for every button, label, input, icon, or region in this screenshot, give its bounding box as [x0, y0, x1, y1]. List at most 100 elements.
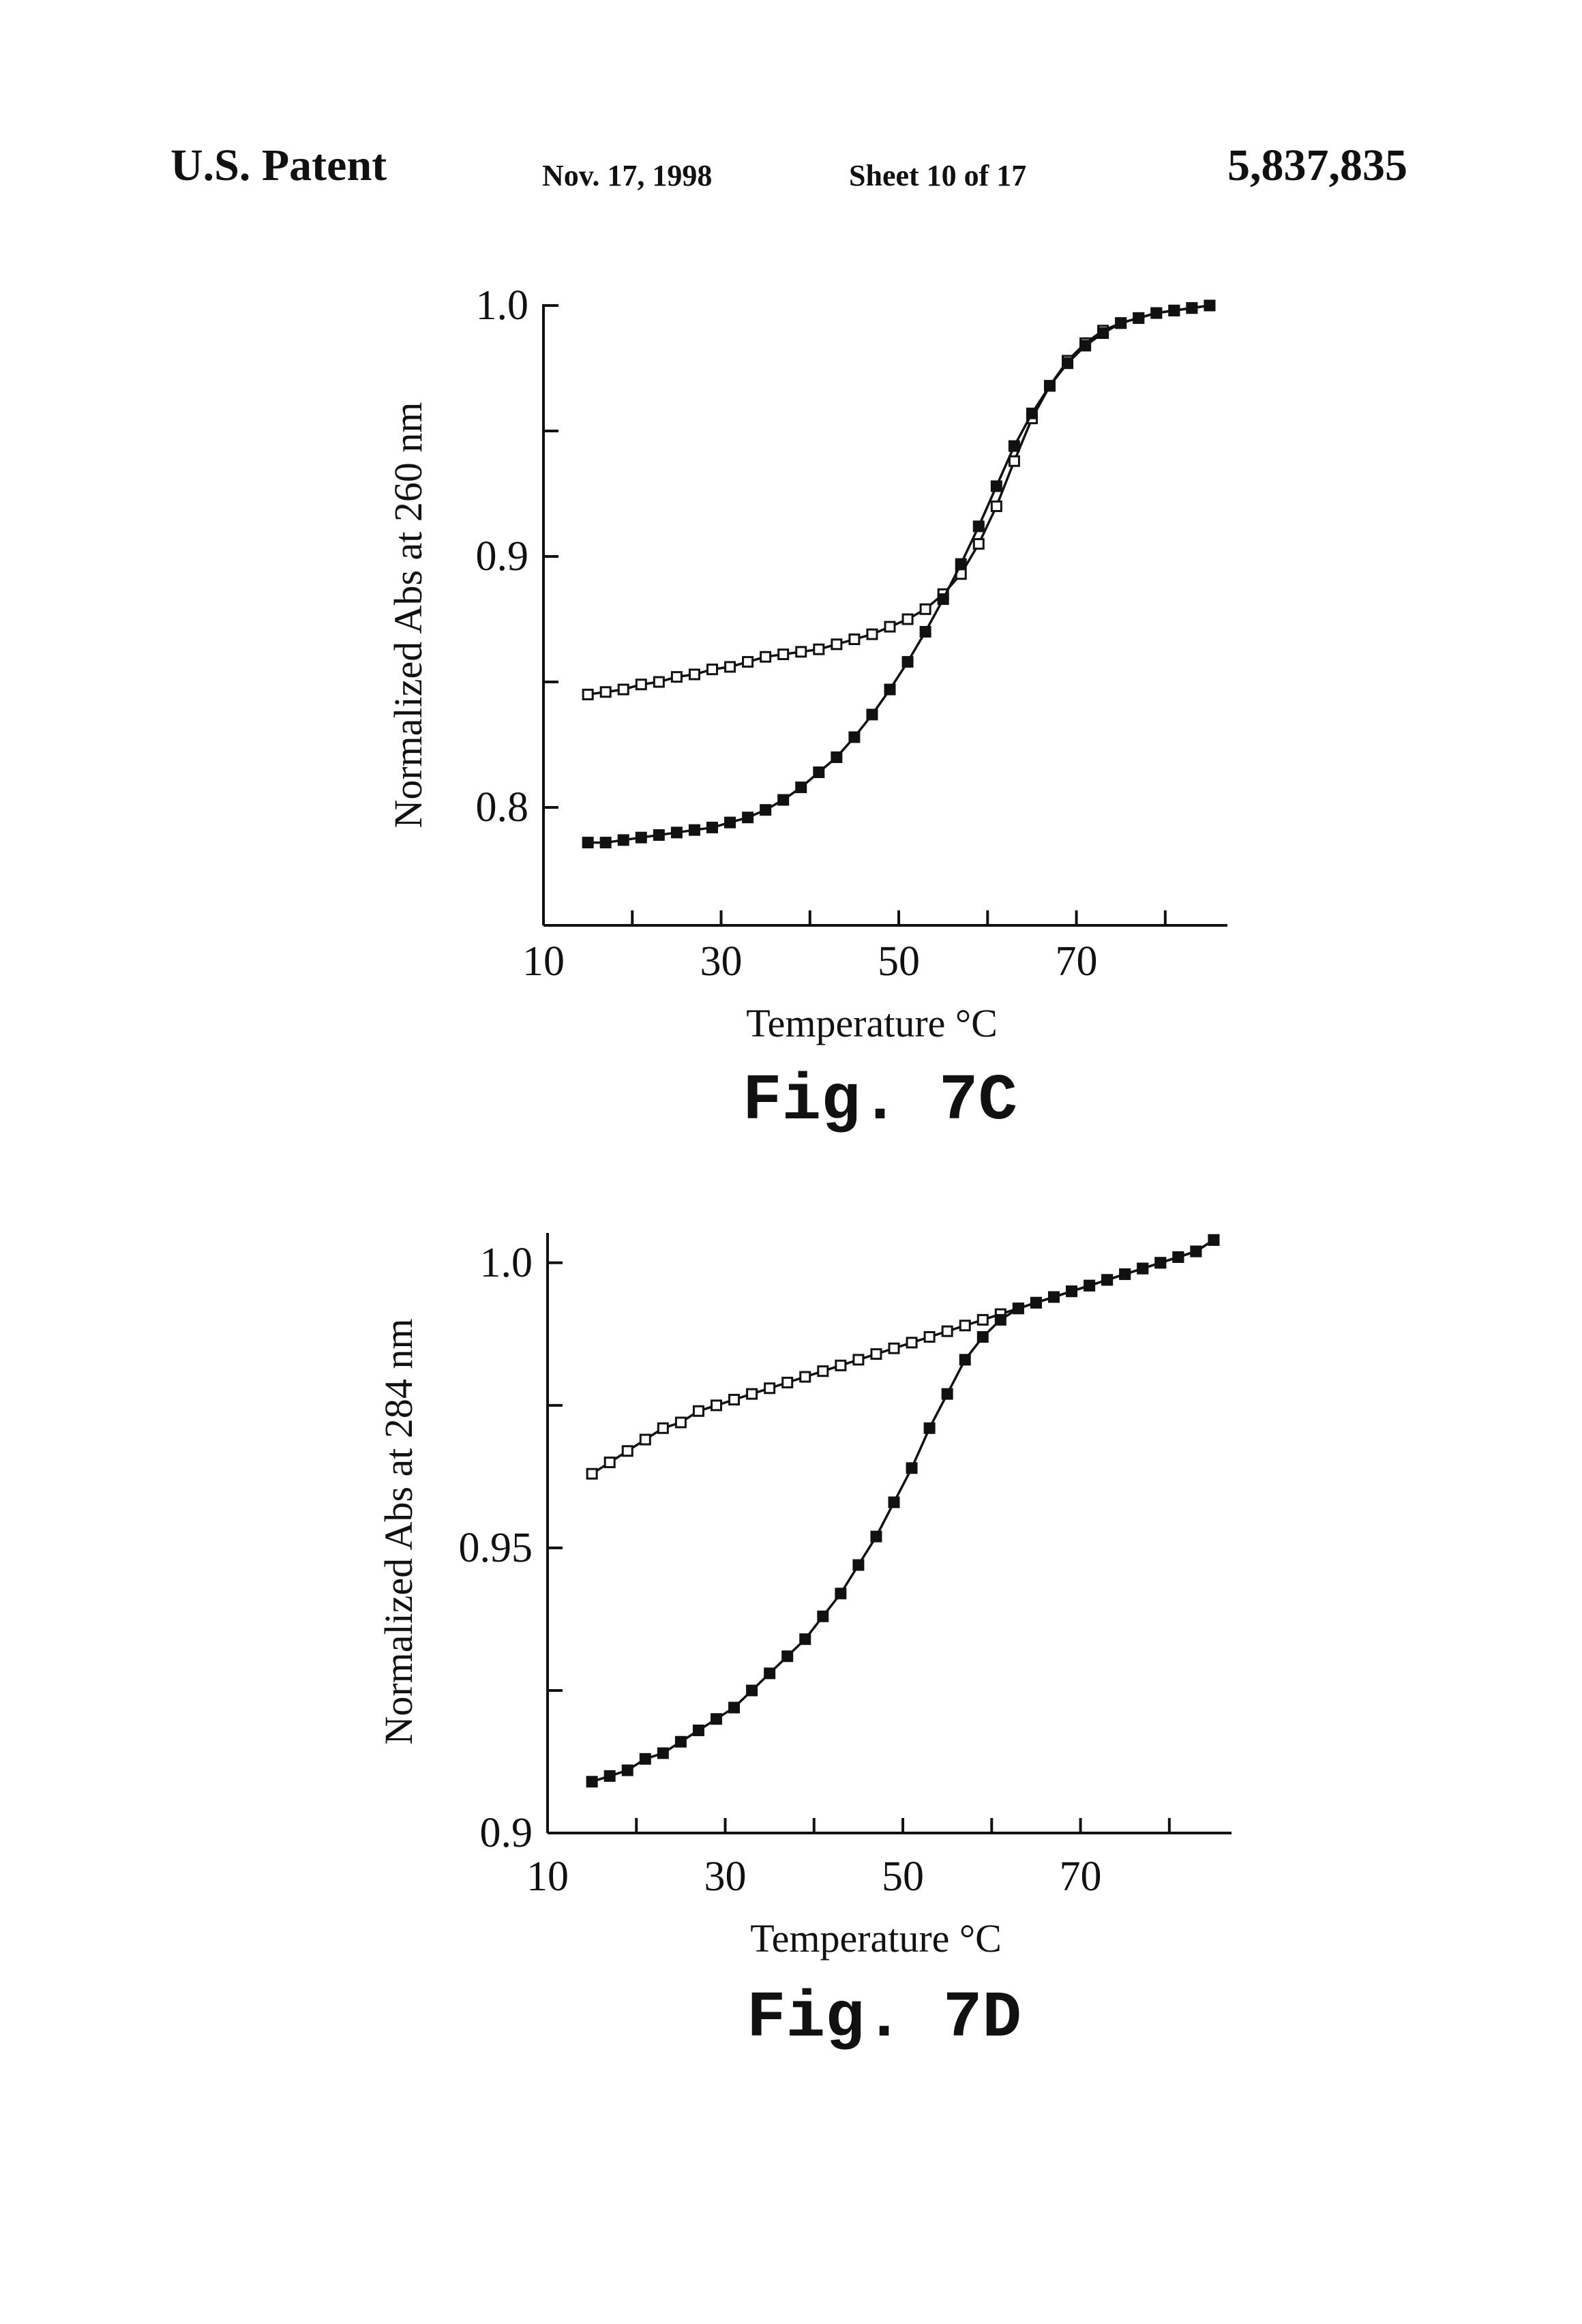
filled-square-point	[1152, 308, 1161, 318]
filled-square-point	[689, 825, 699, 835]
filled-square-point	[1013, 1304, 1023, 1313]
filled-square-point	[1116, 318, 1126, 328]
filled-square-point	[885, 685, 895, 694]
filled-square-point	[1009, 441, 1019, 451]
filled-square-point	[1103, 1275, 1112, 1285]
filled-square-point	[779, 795, 788, 805]
filled-square-point	[814, 768, 824, 777]
filled-square-point	[925, 1423, 934, 1433]
filled-square-point	[654, 831, 663, 840]
filled-square-point	[942, 1389, 952, 1399]
filled-square-point	[623, 1766, 632, 1775]
y-tick-label: 0.9	[480, 1810, 533, 1856]
x-tick-label: 10	[526, 1853, 569, 1900]
filled-square-point	[1187, 303, 1197, 313]
filled-square-point	[907, 1463, 916, 1473]
filled-square-point	[761, 805, 771, 815]
filled-square-point	[921, 627, 930, 636]
open-square-point	[867, 629, 877, 639]
open-square-point	[907, 1338, 916, 1347]
filled-square-point	[618, 835, 628, 845]
series-2	[587, 1235, 1219, 1786]
filled-square-point	[1081, 341, 1090, 351]
figure-caption: Fig. 7C	[743, 1064, 1017, 1138]
filled-square-point	[587, 1777, 597, 1787]
filled-square-point	[1049, 1292, 1058, 1302]
filled-square-point	[938, 595, 948, 604]
open-square-point	[885, 622, 895, 631]
filled-square-point	[1085, 1281, 1094, 1290]
x-tick-label: 30	[700, 938, 743, 985]
filled-square-point	[726, 818, 735, 827]
filled-square-point	[747, 1686, 757, 1695]
open-square-point	[623, 1446, 632, 1456]
open-square-point	[601, 687, 610, 697]
open-square-point	[974, 539, 983, 549]
open-square-point	[991, 501, 1001, 511]
figure-caption: Fig. 7D	[747, 1981, 1021, 2055]
filled-square-point	[672, 828, 681, 837]
open-square-point	[587, 1469, 597, 1478]
filled-square-point	[1138, 1264, 1148, 1273]
open-square-point	[658, 1423, 668, 1433]
y-tick-label: 0.95	[459, 1525, 533, 1571]
series-1	[583, 301, 1214, 699]
filled-square-point	[996, 1315, 1005, 1324]
filled-square-point	[601, 838, 610, 848]
filled-square-point	[1063, 359, 1073, 368]
open-square-point	[711, 1401, 721, 1410]
filled-square-point	[991, 481, 1001, 491]
open-square-point	[765, 1384, 775, 1393]
chart-1: 103050700.80.91.0Temperature °CNormalize…	[386, 282, 1227, 1138]
filled-square-point	[743, 813, 753, 822]
open-square-point	[726, 662, 735, 672]
filled-square-point	[832, 752, 841, 762]
x-axis-title: Temperature °C	[746, 1001, 998, 1045]
filled-square-point	[765, 1669, 775, 1678]
filled-square-point	[783, 1652, 792, 1661]
filled-square-point	[1045, 381, 1054, 391]
open-square-point	[889, 1343, 899, 1353]
open-square-point	[836, 1360, 846, 1370]
series-line	[592, 1240, 1214, 1781]
open-square-point	[796, 647, 806, 657]
filled-square-point	[1156, 1258, 1165, 1268]
x-axis-title: Temperature °C	[750, 1916, 1002, 1961]
filled-square-point	[854, 1560, 863, 1570]
open-square-point	[747, 1389, 757, 1399]
filled-square-point	[640, 1754, 650, 1763]
filled-square-point	[1027, 408, 1036, 418]
filled-square-point	[693, 1725, 703, 1735]
open-square-point	[605, 1457, 614, 1467]
open-square-point	[640, 1435, 650, 1444]
filled-square-point	[974, 522, 983, 531]
filled-square-point	[1120, 1270, 1130, 1279]
chart-2: 103050700.90.951.0Temperature °CNormaliz…	[376, 1233, 1232, 2055]
open-square-point	[832, 640, 841, 649]
open-square-point	[903, 614, 912, 624]
open-square-point	[960, 1321, 970, 1330]
y-tick-label: 0.9	[476, 533, 529, 580]
filled-square-point	[796, 783, 806, 792]
filled-square-point	[978, 1332, 987, 1342]
x-tick-label: 30	[704, 1853, 747, 1900]
y-axis-title: Normalized Abs at 260 nm	[386, 402, 430, 828]
x-tick-label: 50	[878, 938, 920, 985]
filled-square-point	[707, 822, 717, 832]
filled-square-point	[605, 1771, 614, 1781]
filled-square-point	[1134, 313, 1144, 323]
x-tick-label: 70	[1056, 938, 1098, 985]
x-tick-label: 10	[522, 938, 565, 985]
filled-square-point	[658, 1748, 668, 1758]
open-square-point	[693, 1406, 703, 1416]
filled-square-point	[1205, 301, 1214, 310]
series-line	[588, 306, 1210, 843]
y-axis-title: Normalized Abs at 284 nm	[376, 1318, 421, 1744]
open-square-point	[654, 677, 663, 687]
open-square-point	[689, 670, 699, 679]
x-tick-label: 70	[1060, 1853, 1102, 1900]
filled-square-point	[1209, 1235, 1219, 1245]
filled-square-point	[889, 1498, 899, 1507]
open-square-point	[707, 665, 717, 674]
